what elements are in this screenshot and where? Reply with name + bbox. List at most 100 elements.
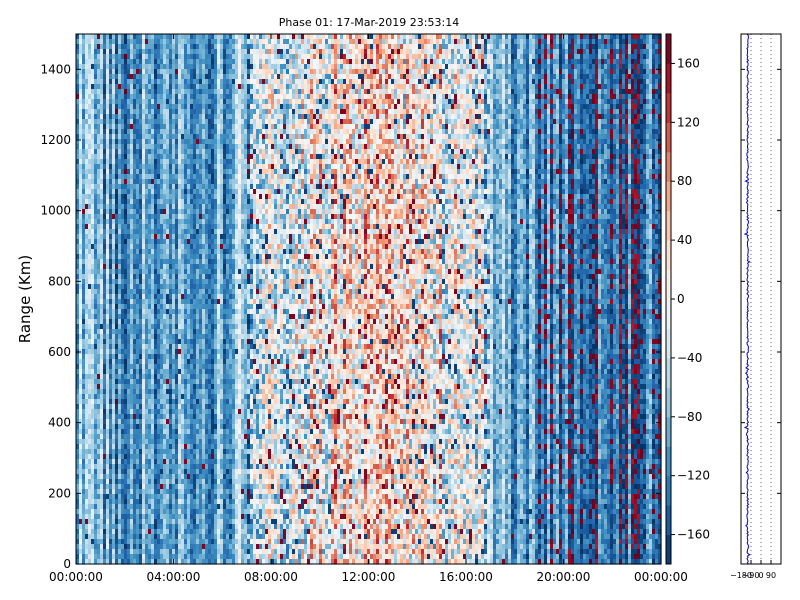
heatmap-cell [127,214,131,220]
heatmap-cell [142,244,146,250]
heatmap-cell [121,249,125,255]
heatmap-cell [175,139,179,145]
heatmap-cell [97,294,101,300]
heatmap-cell [118,209,122,215]
heatmap-cell [175,319,179,325]
heatmap-cell [148,119,152,125]
heatmap-cell [172,204,176,210]
heatmap-cell [190,254,194,260]
heatmap-cell [109,244,113,250]
heatmap-cell [109,434,113,440]
heatmap-cell [151,164,155,170]
heatmap-cell [94,469,98,475]
heatmap-cell [196,474,200,480]
heatmap-cell [145,49,149,55]
heatmap-cell [106,194,110,200]
heatmap-cell [148,554,152,560]
heatmap-cell [190,344,194,350]
heatmap-cell [82,309,86,315]
heatmap-cell [109,149,113,155]
heatmap-cell [85,409,89,415]
heatmap-cell [106,124,110,130]
heatmap-cell [142,64,146,70]
heatmap-cell [142,189,146,195]
heatmap-cell [154,319,158,325]
heatmap-cell [154,429,158,435]
heatmap-cell [154,94,158,100]
heatmap-cell [118,319,122,325]
heatmap-cell [193,449,197,455]
heatmap-cell [172,349,176,355]
heatmap-cell [184,244,188,250]
heatmap-cell [193,499,197,505]
heatmap-cell [133,139,137,145]
heatmap-cell [76,334,80,340]
heatmap-cell [139,424,143,430]
heatmap-cell [190,134,194,140]
heatmap-cell [163,229,167,235]
heatmap-cell [181,259,185,265]
heatmap-cell [115,169,119,175]
heatmap-cell [121,34,125,40]
heatmap-cell [88,149,92,155]
heatmap-cell [91,524,95,530]
heatmap-cell [130,309,134,315]
heatmap-cell [145,119,149,125]
heatmap-cell [166,414,170,420]
heatmap-cell [187,264,191,270]
heatmap-cell [94,264,98,270]
heatmap-cell [88,199,92,205]
heatmap-cell [169,289,173,295]
heatmap-cell [172,529,176,535]
heatmap-cell [100,184,104,190]
heatmap-cell [121,494,125,500]
heatmap-cell [199,69,203,75]
heatmap-cell [163,149,167,155]
heatmap-cell [151,209,155,215]
heatmap-cell [103,344,107,350]
heatmap-cell [136,384,140,390]
heatmap-cell [118,359,122,365]
heatmap-cell [190,424,194,430]
heatmap-cell [163,439,167,445]
heatmap-cell [82,339,86,345]
heatmap-cell [178,524,182,530]
heatmap-cell [193,79,197,85]
heatmap-cell [76,534,80,540]
heatmap-cell [94,249,98,255]
heatmap-cell [142,104,146,110]
heatmap-cell [109,524,113,530]
heatmap-cell [157,469,161,475]
heatmap-cell [103,414,107,420]
heatmap-cell [115,39,119,45]
heatmap-cell [193,249,197,255]
heatmap-cell [157,554,161,560]
heatmap-cell [160,74,164,80]
heatmap-cell [181,344,185,350]
heatmap-cell [178,504,182,510]
heatmap-cell [187,64,191,70]
heatmap-cell [103,244,107,250]
heatmap-cell [130,369,134,375]
heatmap-cell [97,494,101,500]
heatmap-cell [106,429,110,435]
heatmap-cell [190,484,194,490]
heatmap-cell [100,369,104,375]
heatmap-cell [130,104,134,110]
heatmap-cell [178,414,182,420]
heatmap-cell [97,439,101,445]
heatmap-cell [91,399,95,405]
heatmap-cell [130,304,134,310]
heatmap-cell [166,239,170,245]
heatmap-cell [142,249,146,255]
heatmap-cell [163,399,167,405]
heatmap-cell [85,534,89,540]
heatmap-cell [94,444,98,450]
heatmap-cell [187,529,191,535]
heatmap-cell [193,59,197,65]
heatmap-cell [184,529,188,535]
heatmap-cell [91,389,95,395]
heatmap-cell [94,219,98,225]
heatmap-cell [169,229,173,235]
heatmap-cell [85,269,89,275]
